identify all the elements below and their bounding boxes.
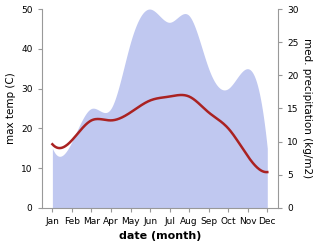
Y-axis label: max temp (C): max temp (C) [5,73,16,144]
Y-axis label: med. precipitation (kg/m2): med. precipitation (kg/m2) [302,38,313,179]
X-axis label: date (month): date (month) [119,231,201,242]
